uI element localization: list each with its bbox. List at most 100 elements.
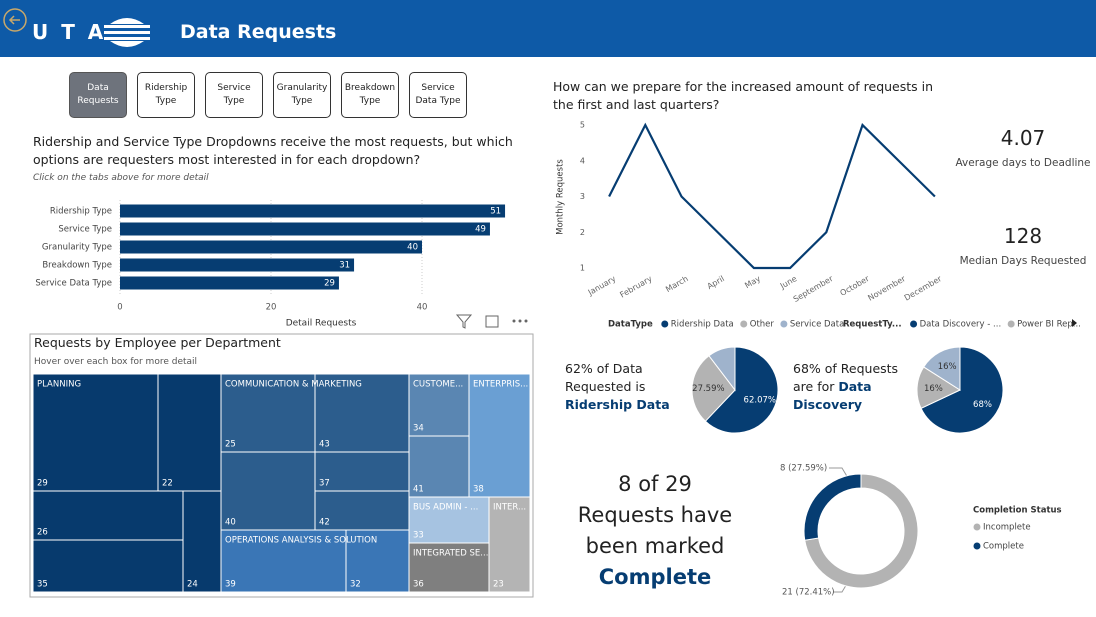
tile-label: 25 bbox=[225, 440, 236, 450]
tile-label: 36 bbox=[413, 580, 424, 590]
treemap-tile bbox=[488, 496, 531, 593]
tab[interactable]: Granularity Type bbox=[273, 72, 331, 118]
x-tick-label: 0 bbox=[117, 303, 122, 313]
annotation: 68% of Requests are for Data Discovery bbox=[793, 360, 908, 414]
tile-label: 43 bbox=[319, 440, 330, 450]
chart-subtitle: Click on the tabs above for more detail bbox=[33, 173, 209, 183]
data-label: 29 bbox=[324, 279, 335, 289]
data-label: 27.59% bbox=[692, 384, 724, 394]
tab[interactable]: Data Requests bbox=[69, 72, 127, 118]
group-label: BUS ADMIN - ... bbox=[413, 503, 478, 513]
legend-label: Data Discovery - ... bbox=[920, 320, 1002, 330]
chart-title: How can we prepare for the increased amo… bbox=[553, 79, 934, 112]
tab[interactable]: Service Type bbox=[205, 72, 263, 118]
treemap-tile bbox=[157, 373, 222, 492]
slice bbox=[920, 346, 1004, 434]
legend-title: Completion Status bbox=[973, 506, 1062, 516]
x-axis-label: Detail Requests bbox=[286, 319, 357, 329]
data-label: 40 bbox=[407, 243, 418, 253]
tile-label: 37 bbox=[319, 479, 330, 489]
legend-title: RequestTy... bbox=[843, 320, 902, 330]
annotation-text: Data Discovery bbox=[793, 379, 872, 412]
tab[interactable]: Ridership Type bbox=[137, 72, 195, 118]
y-tick-label: 5 bbox=[580, 121, 585, 130]
tile-label: 35 bbox=[37, 580, 48, 590]
kpi-value: 128 bbox=[1003, 224, 1043, 248]
bar bbox=[120, 276, 339, 290]
tile-label: 22 bbox=[162, 479, 173, 489]
data-label: 51 bbox=[490, 207, 501, 217]
tile-label: 40 bbox=[225, 518, 236, 528]
legend-label: Ridership Data bbox=[671, 320, 734, 330]
slice bbox=[691, 355, 736, 422]
slice bbox=[804, 473, 919, 589]
legend-label: Other bbox=[750, 320, 775, 330]
x-tick-label: April bbox=[706, 274, 726, 291]
annotation-text: Complete bbox=[598, 565, 712, 589]
y-tick-label: 2 bbox=[580, 228, 585, 237]
y-tick-label: Service Type bbox=[58, 225, 112, 235]
annotation-text: 8 of 29 Requests have been marked bbox=[577, 472, 733, 558]
back-button[interactable] bbox=[3, 8, 27, 32]
header-bar bbox=[0, 0, 1096, 57]
x-tick-label: May bbox=[743, 274, 762, 290]
tile-label: 38 bbox=[473, 485, 484, 495]
tile-label: 23 bbox=[493, 580, 504, 590]
x-tick-label: March bbox=[664, 274, 690, 294]
data-label: 16% bbox=[938, 362, 957, 372]
x-tick-label: September bbox=[792, 274, 835, 304]
group-label: COMMUNICATION & MARKETING bbox=[225, 380, 362, 390]
x-tick-label: 20 bbox=[266, 303, 277, 313]
chart-title: Ridership and Service Type Dropdowns rec… bbox=[33, 134, 513, 167]
bar bbox=[120, 204, 506, 218]
data-label: 31 bbox=[339, 261, 350, 271]
y-tick-label: Granularity Type bbox=[42, 243, 112, 253]
data-label: 49 bbox=[475, 225, 486, 235]
tab[interactable]: Service Data Type bbox=[409, 72, 467, 118]
slice bbox=[803, 473, 862, 541]
kpi-label: Average days to Deadline bbox=[955, 157, 1091, 169]
bar bbox=[120, 258, 355, 272]
visual-toolbar[interactable] bbox=[455, 314, 528, 329]
tab[interactable]: Breakdown Type bbox=[341, 72, 399, 118]
treemap-tile bbox=[314, 373, 410, 453]
tile-label: 24 bbox=[187, 580, 198, 590]
legend-swatch bbox=[1007, 320, 1015, 328]
treemap-tile bbox=[408, 435, 470, 498]
legend-swatch bbox=[740, 320, 748, 328]
chart-subtitle: Hover over each box for more detail bbox=[34, 357, 198, 367]
group-label: ENTERPRIS... bbox=[473, 380, 528, 390]
chart-title: Requests by Employee per Department bbox=[34, 335, 281, 350]
y-axis-label: Monthly Requests bbox=[556, 159, 566, 235]
back-arrow bbox=[8, 15, 20, 25]
slice bbox=[923, 346, 961, 391]
y-tick-label: 4 bbox=[580, 156, 585, 165]
y-tick-label: 1 bbox=[580, 264, 585, 273]
tile-label: 32 bbox=[350, 580, 361, 590]
treemap-tile bbox=[468, 373, 531, 498]
y-tick-label: 3 bbox=[580, 192, 585, 201]
legend-scroll[interactable] bbox=[1072, 319, 1077, 327]
data-label: 16% bbox=[924, 384, 943, 394]
legend-label: Complete bbox=[983, 542, 1024, 552]
bar bbox=[120, 240, 422, 254]
treemap-tile bbox=[345, 529, 410, 593]
legend-swatch bbox=[973, 523, 981, 531]
x-tick-label: December bbox=[903, 274, 944, 303]
page-title: Data Requests bbox=[180, 21, 337, 43]
y-tick-label: Breakdown Type bbox=[42, 261, 112, 271]
data-label: 68% bbox=[973, 400, 992, 410]
group-label: INTER... bbox=[493, 503, 526, 513]
x-tick-label: November bbox=[866, 274, 907, 303]
tile-label: 34 bbox=[413, 424, 424, 434]
legend-label: Service Data bbox=[790, 320, 844, 330]
data-label: 8 (27.59%) bbox=[780, 464, 827, 474]
data-label: 21 (72.41%) bbox=[782, 588, 835, 598]
tile-label: 42 bbox=[319, 518, 330, 528]
tile-label: 29 bbox=[37, 479, 48, 489]
legend-title: DataType bbox=[608, 320, 653, 330]
x-tick-label: February bbox=[618, 274, 653, 300]
data-label: 62.07% bbox=[744, 395, 776, 405]
annotation: 8 of 29 Requests have been marked Comple… bbox=[575, 469, 735, 593]
